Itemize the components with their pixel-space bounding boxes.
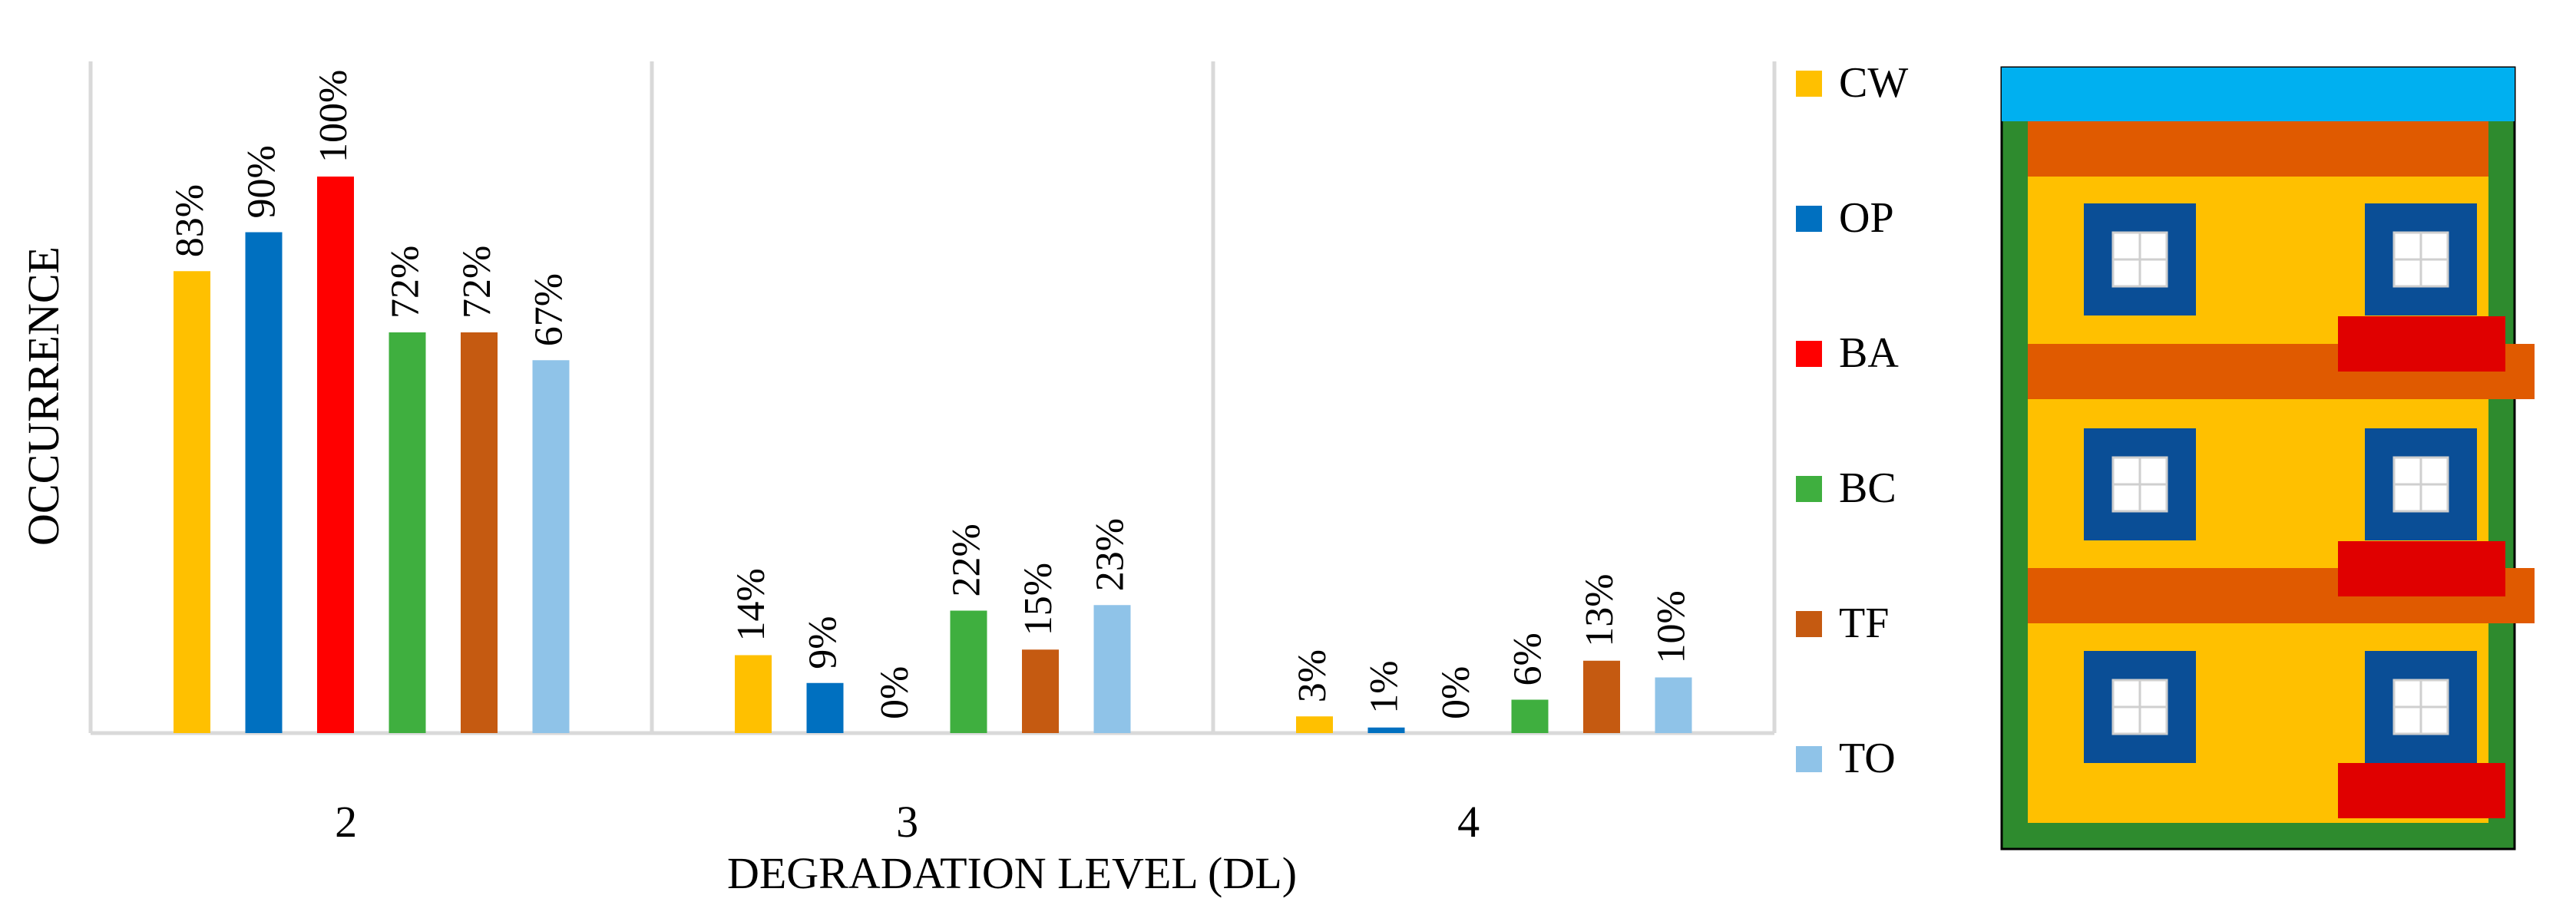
building-facade-diagram xyxy=(2000,66,2535,851)
category-label-4: 4 xyxy=(1457,797,1480,847)
bar-cw-dl4 xyxy=(1296,716,1333,733)
plot-area xyxy=(88,61,1777,735)
y-axis-title: OCCURRENCE xyxy=(18,246,68,546)
bar-ba-dl2 xyxy=(317,177,354,733)
data-label-tf-dl3: 15% xyxy=(1017,563,1060,636)
legend-label-to: TO xyxy=(1839,735,1896,782)
data-label-ba-dl4: 0% xyxy=(1434,666,1478,719)
bar-bc-dl3 xyxy=(950,610,987,733)
balcony xyxy=(2338,541,2505,596)
facade-top-band xyxy=(2002,68,2515,121)
data-label-cw-dl4: 3% xyxy=(1291,649,1334,702)
data-label-to-dl3: 23% xyxy=(1089,518,1133,591)
legend-label-cw: CW xyxy=(1839,59,1908,107)
legend-swatch-ba xyxy=(1796,341,1822,367)
category-label-2: 2 xyxy=(335,797,357,847)
legend-label-ba: BA xyxy=(1839,329,1899,377)
data-label-ba-dl3: 0% xyxy=(873,666,917,719)
windows-layer xyxy=(2084,203,2477,763)
balcony xyxy=(2338,763,2505,818)
legend-swatch-op xyxy=(1796,206,1822,232)
data-label-op-dl4: 1% xyxy=(1363,660,1407,713)
bar-cw-dl2 xyxy=(174,271,210,733)
bar-to-dl3 xyxy=(1093,605,1131,733)
legend-swatch-bc xyxy=(1796,476,1822,502)
legend-swatch-to xyxy=(1796,746,1822,772)
bar-op-dl4 xyxy=(1367,727,1405,733)
legend-label-op: OP xyxy=(1839,194,1894,242)
legend-swatch-cw xyxy=(1796,71,1822,97)
bar-to-dl4 xyxy=(1655,677,1692,733)
data-label-bc-dl2: 72% xyxy=(384,246,428,319)
data-label-bc-dl4: 6% xyxy=(1506,633,1550,685)
data-label-bc-dl3: 22% xyxy=(945,524,989,596)
x-axis-title: DEGRADATION LEVEL (DL) xyxy=(727,848,1297,898)
bar-op-dl3 xyxy=(806,682,844,733)
data-label-cw-dl3: 14% xyxy=(729,568,773,641)
bars-layer xyxy=(174,177,1692,733)
data-label-ba-dl2: 100% xyxy=(312,70,355,163)
category-labels: 2 3 4 xyxy=(335,797,1480,847)
balcony xyxy=(2338,316,2505,372)
data-label-op-dl3: 9% xyxy=(802,616,845,669)
bar-tf-dl4 xyxy=(1583,660,1620,733)
bar-tf-dl2 xyxy=(461,332,498,733)
data-labels-layer: 83% 90% 100% 72% 72% 67% 14% 9% 0% 22% 15% 23% 3% 1% 0… xyxy=(168,70,1694,719)
data-label-to-dl2: 67% xyxy=(527,273,571,346)
data-label-tf-dl4: 13% xyxy=(1578,573,1622,646)
facade-floor-band-roof xyxy=(2028,121,2488,177)
data-label-cw-dl2: 83% xyxy=(168,184,212,257)
legend: CW OP BA BC TF TO xyxy=(1796,59,1908,782)
data-label-tf-dl2: 72% xyxy=(455,246,499,319)
legend-swatch-tf xyxy=(1796,611,1822,637)
bar-bc-dl2 xyxy=(389,332,426,733)
bar-cw-dl3 xyxy=(735,655,772,733)
legend-label-bc: BC xyxy=(1839,464,1896,512)
legend-label-tf: TF xyxy=(1839,600,1889,647)
bar-to-dl2 xyxy=(532,360,570,733)
data-label-to-dl4: 10% xyxy=(1650,590,1694,663)
bar-bc-dl4 xyxy=(1511,699,1549,733)
data-label-op-dl2: 90% xyxy=(240,145,284,218)
bar-op-dl2 xyxy=(245,232,283,733)
category-label-3: 3 xyxy=(896,797,918,847)
bar-tf-dl3 xyxy=(1022,649,1059,733)
